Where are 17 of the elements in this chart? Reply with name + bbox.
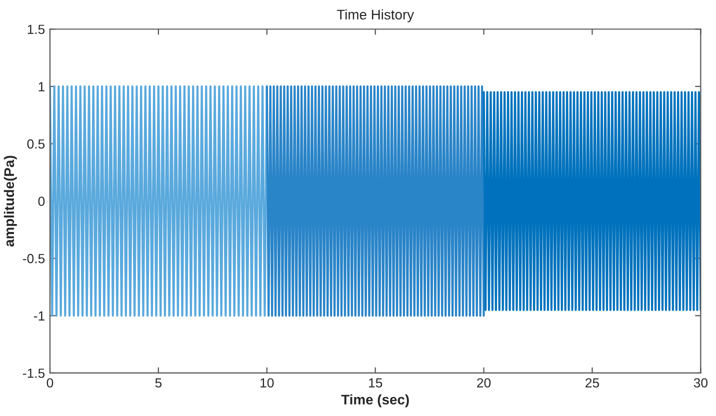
x-tick-label: 15	[368, 378, 382, 388]
y-tick-label: -0.5	[22, 254, 45, 264]
chart-title: Time History	[336, 9, 414, 22]
x-tick-label: 30	[694, 378, 708, 388]
y-tick-label: 0.5	[27, 139, 45, 149]
y-tick-label: -1.5	[22, 368, 45, 378]
y-axis-title: amplitude(Pa)	[4, 156, 17, 247]
x-tick-label: 0	[46, 378, 54, 388]
y-tick-label: -1	[34, 311, 44, 320]
x-tick-label: 25	[586, 378, 600, 388]
x-tick-label: 20	[477, 378, 491, 388]
x-tick-label: 5	[155, 378, 162, 388]
y-tick-label: 0	[38, 196, 45, 206]
x-tick-label: 10	[260, 378, 274, 388]
x-axis-title: Time (sec)	[341, 394, 409, 408]
y-tick-label: 1.5	[28, 24, 45, 34]
y-tick-label: 1	[38, 82, 44, 92]
